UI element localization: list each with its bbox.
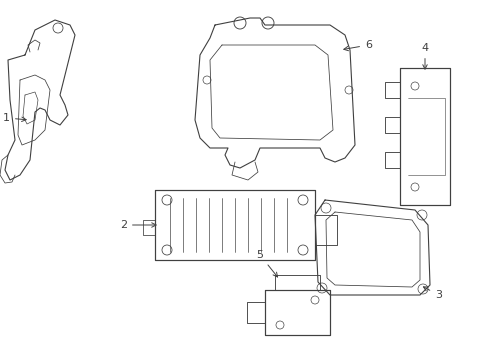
Text: 5: 5 [256,250,277,277]
Text: 2: 2 [120,220,156,230]
Text: 4: 4 [421,43,427,69]
Text: 6: 6 [343,40,371,51]
Text: 3: 3 [423,287,441,300]
Text: 1: 1 [3,113,26,123]
